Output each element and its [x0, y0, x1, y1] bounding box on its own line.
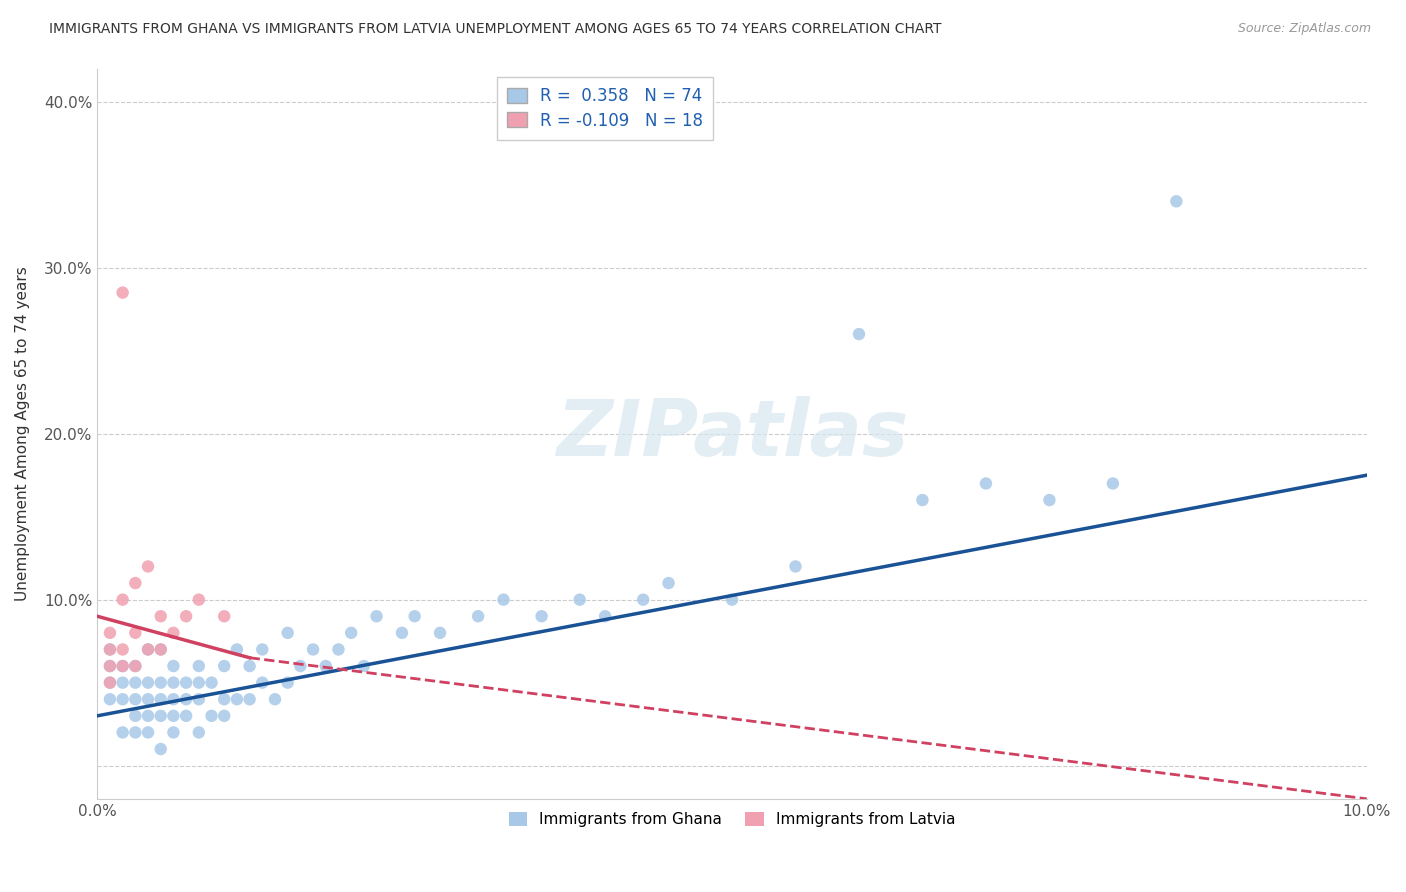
Point: [136, 642, 159, 657]
Point: [111, 725, 134, 739]
Point: [1102, 476, 1125, 491]
Point: [124, 675, 146, 690]
Point: [187, 675, 209, 690]
Point: [1038, 493, 1060, 508]
Point: [785, 559, 807, 574]
Point: [277, 625, 299, 640]
Point: [136, 725, 159, 739]
Point: [212, 609, 235, 624]
Point: [187, 692, 209, 706]
Point: [124, 692, 146, 706]
Point: [429, 625, 451, 640]
Point: [124, 709, 146, 723]
Point: [124, 659, 146, 673]
Point: [162, 692, 184, 706]
Point: [848, 327, 870, 342]
Point: [124, 725, 146, 739]
Point: [136, 709, 159, 723]
Point: [187, 592, 209, 607]
Point: [200, 675, 222, 690]
Point: [98, 659, 121, 673]
Point: [290, 659, 312, 673]
Point: [974, 476, 997, 491]
Point: [174, 692, 197, 706]
Point: [391, 625, 413, 640]
Point: [353, 659, 375, 673]
Point: [149, 675, 172, 690]
Point: [98, 692, 121, 706]
Point: [162, 675, 184, 690]
Point: [162, 725, 184, 739]
Point: [98, 659, 121, 673]
Text: IMMIGRANTS FROM GHANA VS IMMIGRANTS FROM LATVIA UNEMPLOYMENT AMONG AGES 65 TO 74: IMMIGRANTS FROM GHANA VS IMMIGRANTS FROM…: [49, 22, 942, 37]
Point: [111, 675, 134, 690]
Point: [366, 609, 388, 624]
Text: Source: ZipAtlas.com: Source: ZipAtlas.com: [1237, 22, 1371, 36]
Point: [111, 692, 134, 706]
Point: [162, 659, 184, 673]
Point: [239, 692, 262, 706]
Point: [212, 692, 235, 706]
Point: [239, 659, 262, 673]
Point: [721, 592, 744, 607]
Point: [149, 692, 172, 706]
Point: [124, 576, 146, 591]
Point: [149, 642, 172, 657]
Point: [111, 659, 134, 673]
Point: [328, 642, 350, 657]
Point: [302, 642, 325, 657]
Point: [212, 659, 235, 673]
Point: [162, 625, 184, 640]
Point: [136, 675, 159, 690]
Point: [111, 592, 134, 607]
Point: [187, 725, 209, 739]
Point: [174, 675, 197, 690]
Point: [149, 709, 172, 723]
Point: [136, 642, 159, 657]
Point: [149, 642, 172, 657]
Point: [98, 675, 121, 690]
Point: [277, 675, 299, 690]
Point: [530, 609, 553, 624]
Point: [593, 609, 616, 624]
Point: [98, 642, 121, 657]
Y-axis label: Unemployment Among Ages 65 to 74 years: Unemployment Among Ages 65 to 74 years: [15, 267, 30, 601]
Point: [911, 493, 934, 508]
Point: [136, 692, 159, 706]
Point: [225, 642, 247, 657]
Point: [111, 285, 134, 300]
Point: [98, 642, 121, 657]
Point: [149, 609, 172, 624]
Point: [98, 625, 121, 640]
Point: [252, 642, 274, 657]
Point: [212, 709, 235, 723]
Point: [264, 692, 287, 706]
Point: [252, 675, 274, 690]
Point: [136, 559, 159, 574]
Point: [225, 692, 247, 706]
Point: [568, 592, 591, 607]
Point: [162, 709, 184, 723]
Legend: Immigrants from Ghana, Immigrants from Latvia: Immigrants from Ghana, Immigrants from L…: [501, 805, 963, 835]
Point: [492, 592, 515, 607]
Point: [1166, 194, 1188, 209]
Point: [187, 659, 209, 673]
Point: [111, 642, 134, 657]
Point: [111, 659, 134, 673]
Point: [340, 625, 363, 640]
Point: [467, 609, 489, 624]
Point: [124, 659, 146, 673]
Text: ZIPatlas: ZIPatlas: [555, 396, 908, 472]
Point: [658, 576, 681, 591]
Point: [631, 592, 654, 607]
Point: [124, 625, 146, 640]
Point: [404, 609, 426, 624]
Point: [174, 609, 197, 624]
Point: [174, 709, 197, 723]
Point: [98, 675, 121, 690]
Point: [149, 742, 172, 756]
Point: [200, 709, 222, 723]
Point: [315, 659, 337, 673]
